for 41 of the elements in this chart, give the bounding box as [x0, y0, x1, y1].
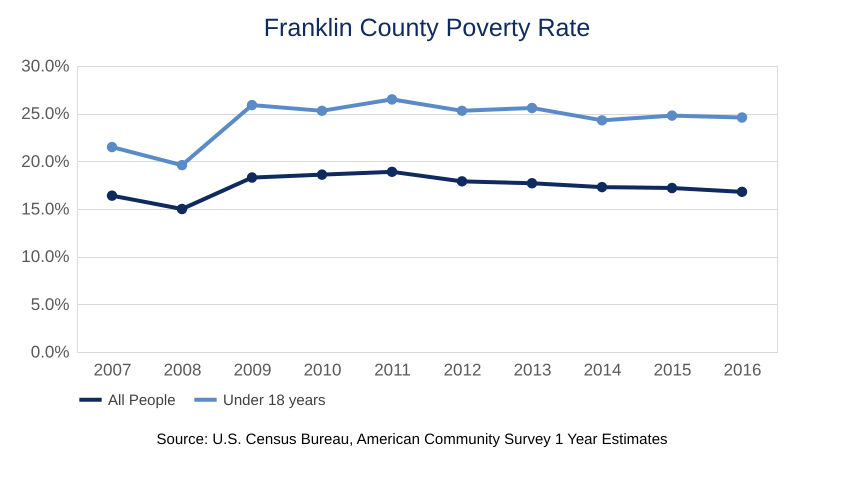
chart-title: Franklin County Poverty Rate [264, 14, 590, 42]
y-tick-label: 30.0% [21, 56, 70, 76]
x-tick-label: 2007 [94, 360, 132, 380]
source-note: Source: U.S. Census Bureau, American Community Survey 1 Year Estimates [156, 431, 668, 448]
point [176, 204, 188, 214]
y-tick-label: 20.0% [21, 152, 70, 171]
point [246, 172, 258, 183]
y-tick-label: 15.0% [21, 200, 70, 218]
y-tick-label: 25.0% [21, 104, 70, 124]
point [526, 178, 538, 188]
point [176, 160, 188, 170]
x-tick-label: 2013 [514, 360, 552, 380]
point [106, 190, 118, 201]
x-tick-label: 2014 [584, 360, 622, 380]
point [456, 176, 468, 187]
x-tick-label: 2011 [374, 360, 411, 380]
y-tick-label: 10.0% [21, 247, 70, 266]
x-tick-label: 2009 [234, 360, 272, 380]
legend-label: All People [108, 392, 176, 409]
x-tick-label: 2010 [304, 360, 342, 380]
point [316, 106, 328, 116]
point [386, 166, 398, 178]
legend-label: Under 18 years [223, 392, 326, 409]
x-tick-label: 2008 [164, 360, 202, 380]
point [666, 182, 678, 194]
x-tick-label: 2012 [444, 360, 482, 380]
x-tick-label: 2016 [724, 360, 762, 380]
point [456, 106, 468, 116]
y-tick-label: 5.0% [30, 294, 70, 314]
point [246, 100, 258, 110]
point [596, 115, 608, 126]
point [106, 142, 118, 152]
x-tick-label: 2015 [654, 360, 692, 380]
point [316, 169, 328, 180]
y-tick-label: 0.0% [30, 342, 70, 362]
point [526, 102, 538, 114]
point [386, 94, 398, 105]
point [736, 112, 748, 123]
point [596, 182, 608, 192]
point [736, 186, 748, 198]
point [666, 110, 678, 121]
